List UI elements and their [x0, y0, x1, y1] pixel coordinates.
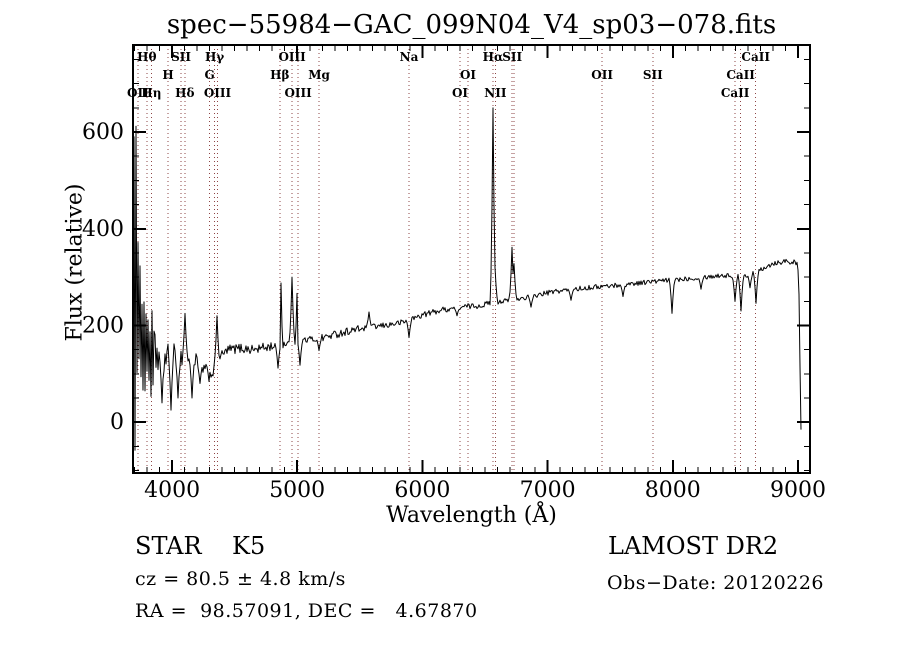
plot-title: spec−55984−GAC_099N04_V4_sp03−078.fits: [166, 10, 777, 40]
spectral-line-label: CaII: [721, 86, 750, 100]
spectral-line-label: Na: [400, 50, 419, 64]
spectral-line-label: OIII: [278, 50, 306, 64]
spectral-line-label: Hδ: [175, 86, 194, 100]
y-tick-label: 0: [110, 410, 124, 435]
spectral-line-label: CaII: [726, 68, 755, 82]
x-tick-label: 7000: [520, 478, 576, 503]
spectral-line-label: CaII: [741, 50, 770, 64]
spectral-line-label: OI: [452, 86, 468, 100]
x-tick-label: 4000: [144, 478, 200, 503]
spectral-line-label: Hα: [483, 50, 504, 64]
x-tick-label: 8000: [645, 478, 701, 503]
survey-text: LAMOST DR2: [608, 532, 779, 560]
spectral-line-label: OII: [591, 68, 613, 82]
y-tick-label: 600: [82, 120, 124, 145]
x-axis-title: Wavelength (Å): [386, 503, 557, 528]
redshift-text: cz = 80.5 ± 4.8 km/s: [135, 568, 346, 590]
spectrum-trace: [132, 107, 802, 451]
spectral-line-label: SII: [502, 50, 522, 64]
spectral-line-label: Hγ: [205, 50, 224, 64]
obs-date-text: Obs−Date: 20120226: [607, 572, 824, 594]
x-tick-label: 6000: [394, 478, 450, 503]
classification-text: STAR K5: [135, 532, 266, 560]
spectral-line-label: SII: [643, 68, 663, 82]
y-tick-label: 200: [82, 314, 124, 339]
plot-frame: [132, 44, 811, 474]
y-axis-title: Flux (relative): [62, 183, 88, 342]
spectral-line-label: Mg: [308, 68, 330, 82]
spectral-line-label: OIII: [204, 86, 232, 100]
spectral-line-label: Hη: [141, 86, 161, 100]
spectral-line-label: Hβ: [270, 68, 289, 82]
spectral-line-label: SII: [171, 50, 191, 64]
x-tick-label: 5000: [269, 478, 325, 503]
spectral-line-label: G: [204, 68, 214, 82]
x-tick-label: 9000: [770, 478, 826, 503]
spectral-line-label: OI: [460, 68, 476, 82]
spectral-line-label: Hθ: [137, 50, 156, 64]
coordinates-text: RA = 98.57091, DEC = 4.67870: [135, 600, 478, 622]
spectral-line-label: OIII: [284, 86, 312, 100]
y-tick-label: 400: [82, 217, 124, 242]
spectral-line-label: H: [162, 68, 173, 82]
spectral-line-label: NII: [484, 86, 507, 100]
